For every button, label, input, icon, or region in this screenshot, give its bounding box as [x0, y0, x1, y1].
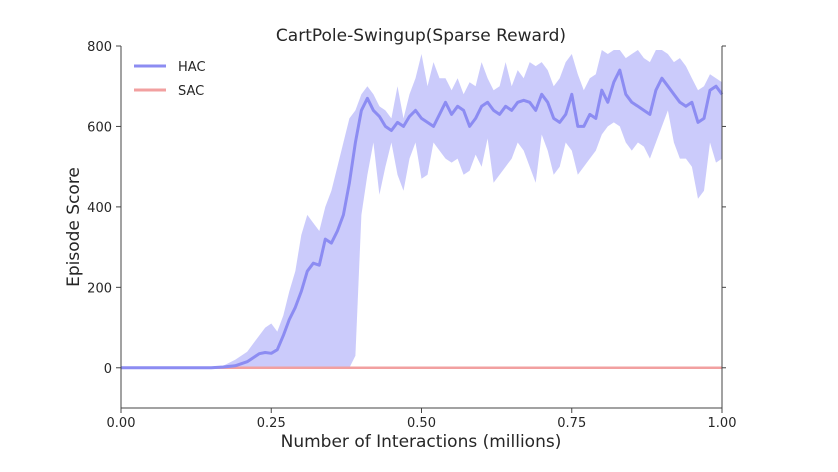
y-tick-label: 600	[87, 120, 112, 135]
y-axis-label: Episode Score	[64, 167, 84, 287]
hac-mean-line	[121, 68, 724, 370]
hac-confidence-band	[121, 50, 722, 368]
x-tick-label: 0.00	[107, 416, 136, 431]
x-axis-label: Number of Interactions (millions)	[281, 432, 562, 452]
x-tick-label: 0.50	[407, 416, 436, 431]
legend: HAC SAC	[134, 60, 206, 99]
y-tick-label: 0	[104, 362, 112, 377]
x-tick-label: 0.75	[557, 416, 586, 431]
axes: 0.00 0.25 0.50 0.75 1.00 0 200 400 600 800	[87, 40, 736, 431]
chart-title: CartPole-Swingup(Sparse Reward)	[276, 26, 566, 46]
y-tick-label: 400	[87, 201, 112, 216]
legend-label-sac: SAC	[178, 84, 204, 99]
legend-label-hac: HAC	[178, 60, 206, 75]
x-tick-label: 0.25	[257, 416, 286, 431]
y-tick-label: 800	[87, 40, 112, 55]
x-tick-label: 1.00	[708, 416, 737, 431]
plot-area	[121, 50, 724, 370]
y-tick-label: 200	[87, 281, 112, 296]
